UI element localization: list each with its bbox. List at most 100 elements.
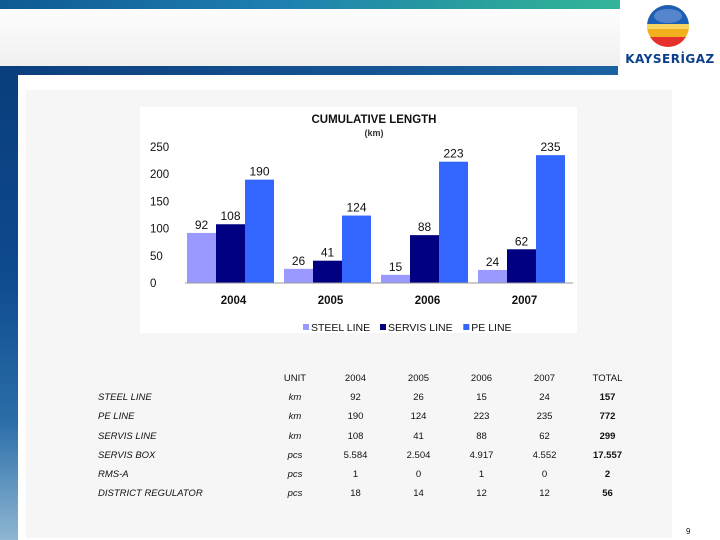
x-tick-label: 2004 (221, 295, 247, 307)
chart-title: CUMULATIVE LENGTH (311, 114, 436, 126)
data-label: 190 (249, 165, 269, 179)
row-label: RMS-A (98, 469, 129, 481)
bar-servis-line-2005 (313, 260, 342, 283)
bar-servis-line-2004 (216, 224, 245, 283)
table-row: PE LINE km 190 124 223 235 772 (98, 407, 639, 426)
bar-series (187, 155, 565, 283)
row-total: 17.557 (592, 449, 623, 461)
logo-wordmark: KAYSERİGAZ (625, 52, 715, 66)
legend-swatch (380, 324, 386, 330)
bar-steel-line-2004 (187, 232, 216, 283)
row-value: 2.504 (406, 449, 431, 461)
row-label: STEEL LINE (98, 392, 152, 404)
data-label: 88 (418, 220, 432, 234)
data-label: 24 (486, 255, 500, 269)
table-header-cell: TOTAL (592, 373, 623, 385)
row-value: 0 (415, 469, 422, 481)
table-header-cell (98, 369, 266, 388)
row-value: 235 (536, 411, 553, 423)
row-value: 0 (541, 469, 548, 481)
data-label: 41 (321, 246, 335, 260)
row-total: 2 (604, 469, 611, 481)
table-row: SERVIS LINE km 108 41 88 62 299 (98, 427, 639, 446)
y-tick-label: 0 (150, 278, 156, 290)
table-header-cell: UNIT (283, 373, 307, 385)
legend-label: SERVIS LINE (388, 322, 453, 333)
y-tick-label: 50 (150, 251, 163, 263)
row-value: 26 (413, 392, 424, 404)
chart-subtitle: (km) (364, 128, 383, 138)
row-label: SERVIS LINE (98, 430, 157, 442)
bar-steel-line-2006 (381, 274, 410, 283)
row-value: 15 (476, 392, 487, 404)
row-unit: km (288, 430, 302, 442)
y-axis: 0 50 100 150 200 250 (150, 142, 169, 290)
data-label: 235 (540, 140, 560, 154)
row-value: 12 (539, 488, 550, 500)
row-value: 108 (347, 430, 364, 442)
legend-label: STEEL LINE (311, 322, 370, 333)
row-total: 56 (602, 488, 613, 500)
row-total: 157 (599, 392, 616, 404)
data-label: 15 (389, 260, 403, 274)
x-tick-label: 2005 (318, 295, 344, 307)
left-sidebar-bar (0, 66, 18, 540)
row-value: 1 (352, 469, 359, 481)
row-value: 124 (410, 411, 427, 423)
bar-steel-line-2005 (284, 268, 313, 283)
row-unit: km (288, 411, 302, 423)
data-label: 26 (292, 254, 306, 268)
row-value: 1 (478, 469, 485, 481)
header-band (0, 0, 720, 66)
data-label: 92 (195, 218, 209, 232)
bar-pe-line-2007 (536, 155, 565, 283)
data-label: 124 (346, 201, 366, 215)
bar-pe-line-2005 (342, 215, 371, 283)
row-value: 5.584 (343, 449, 368, 461)
row-value: 62 (539, 430, 550, 442)
table-header-cell: 2006 (470, 373, 493, 385)
y-tick-label: 100 (150, 224, 169, 236)
table-row: DISTRICT REGULATOR pcs 18 14 12 12 56 (98, 484, 639, 503)
row-label: SERVIS BOX (98, 449, 156, 461)
bar-pe-line-2006 (439, 161, 468, 283)
row-value: 88 (476, 430, 487, 442)
bar-steel-line-2007 (478, 269, 507, 283)
row-unit: km (288, 392, 302, 404)
globe-logo-icon (647, 5, 689, 47)
table-row: STEEL LINE km 92 26 15 24 157 (98, 388, 639, 407)
x-tick-label: 2006 (415, 295, 441, 307)
row-value: 92 (350, 392, 361, 404)
table-row: SERVIS BOX pcs 5.584 2.504 4.917 4.552 17.557 (98, 446, 639, 465)
row-value: 41 (413, 430, 424, 442)
table-header-cell: 2007 (533, 373, 556, 385)
row-value: 4.917 (469, 449, 494, 461)
bar-servis-line-2007 (507, 249, 536, 283)
bar-servis-line-2006 (410, 235, 439, 283)
row-label: PE LINE (98, 411, 135, 423)
row-value: 24 (539, 392, 550, 404)
row-value: 14 (413, 488, 424, 500)
table-header-row: UNIT 2004 2005 2006 2007 TOTAL (98, 369, 639, 388)
table-header-cell: 2005 (407, 373, 430, 385)
row-total: 299 (599, 430, 616, 442)
legend-swatch (463, 324, 470, 330)
legend-label: PE LINE (471, 322, 511, 333)
data-table: UNIT 2004 2005 2006 2007 TOTAL STEEL LINE km 92 2… (98, 369, 639, 503)
y-tick-label: 200 (150, 169, 169, 181)
y-tick-label: 150 (150, 196, 169, 208)
row-value: 4.552 (532, 449, 557, 461)
x-tick-label: 2007 (512, 295, 538, 307)
chart-legend: STEEL LINE SERVIS LINE PE LINE (303, 322, 512, 333)
row-value: 18 (350, 488, 361, 500)
row-total: 772 (599, 411, 616, 423)
table-header-cell: 2004 (344, 373, 367, 385)
header-stripe (0, 0, 620, 9)
legend-swatch (303, 324, 309, 330)
row-unit: pcs (287, 449, 303, 461)
row-label: DISTRICT REGULATOR (98, 488, 203, 500)
title-underline-bar (18, 66, 618, 75)
data-label: 62 (515, 234, 529, 248)
cumulative-length-chart: CUMULATIVE LENGTH (km) 0 50 100 150 200 250 9… (140, 107, 577, 333)
row-unit: pcs (287, 469, 303, 481)
